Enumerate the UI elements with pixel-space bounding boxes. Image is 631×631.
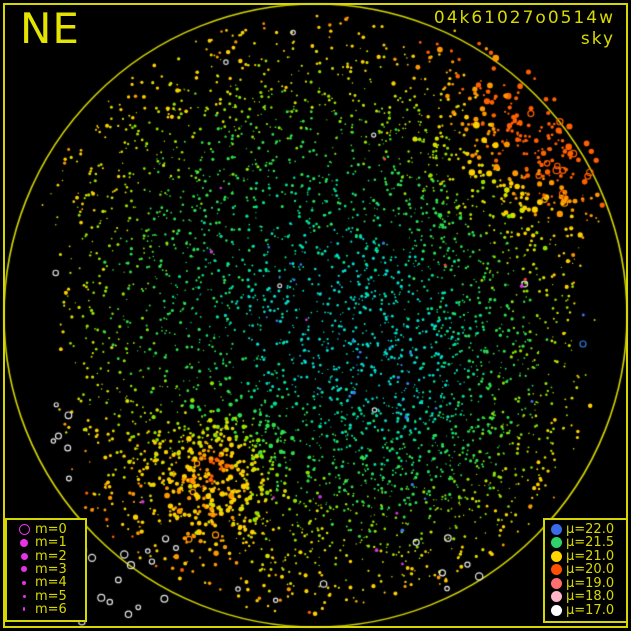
mu-swatch-21	[551, 550, 562, 562]
legend-label: m=2	[35, 548, 67, 564]
legend-row: m=1	[13, 535, 83, 551]
legend-row: μ=18.0	[550, 589, 624, 605]
title-block: 04k61027o0514w sky	[434, 8, 615, 50]
legend-row: μ=20.0	[550, 562, 624, 578]
legend-row: m=5	[13, 588, 83, 604]
legend-row: μ=17.0	[550, 602, 624, 618]
magnitude-symbol-m3	[13, 566, 35, 573]
legend-label: m=3	[35, 561, 67, 577]
orientation-label: NE	[20, 4, 80, 53]
mu-swatch-18	[551, 591, 562, 603]
mu-swatch-17	[551, 604, 562, 616]
mu-swatch-21-5	[551, 537, 562, 549]
magnitude-symbol-m0	[13, 524, 35, 536]
legend-label: m=6	[35, 601, 67, 617]
legend-row: m=4	[13, 575, 83, 591]
legend-label: μ=22.0	[566, 521, 615, 537]
legend-row: μ=21.5	[550, 535, 624, 551]
mu-swatch-20	[551, 564, 562, 576]
legend-row: μ=21.0	[550, 548, 624, 564]
legend-label: μ=21.5	[566, 535, 615, 551]
plot-title: 04k61027o0514w	[433, 8, 615, 28]
mu-swatch-22	[551, 523, 562, 535]
mu-legend: μ=22.0 μ=21.5 μ=21.0 μ=20.0 μ=19.0 μ=18.…	[543, 517, 628, 623]
legend-label: μ=21.0	[566, 548, 615, 564]
legend-label: m=1	[35, 535, 67, 551]
legend-row: m=2	[13, 548, 83, 564]
legend-row: μ=19.0	[550, 575, 624, 591]
magnitude-symbol-m6	[13, 607, 35, 612]
legend-row: m=6	[13, 601, 83, 617]
magnitude-symbol-m4	[13, 580, 35, 585]
magnitude-symbol-m1	[13, 538, 35, 547]
legend-label: μ=20.0	[566, 562, 615, 578]
legend-row: m=3	[13, 561, 83, 577]
legend-row: m=0	[13, 522, 83, 538]
legend-label: μ=18.0	[566, 589, 615, 605]
legend-label: μ=19.0	[566, 575, 615, 591]
legend-row: μ=22.0	[550, 521, 624, 537]
magnitude-symbol-m5	[13, 594, 35, 598]
legend-label: m=0	[35, 522, 67, 538]
plot-subtitle: sky	[580, 29, 615, 49]
legend-label: m=4	[35, 575, 67, 591]
legend-label: m=5	[35, 588, 67, 604]
magnitude-symbol-m2	[13, 552, 35, 560]
magnitude-legend: m=0 m=1 m=2 m=3 m=4 m=5 m=6	[5, 517, 87, 622]
legend-label: μ=17.0	[566, 602, 615, 618]
mu-swatch-19	[551, 577, 562, 589]
